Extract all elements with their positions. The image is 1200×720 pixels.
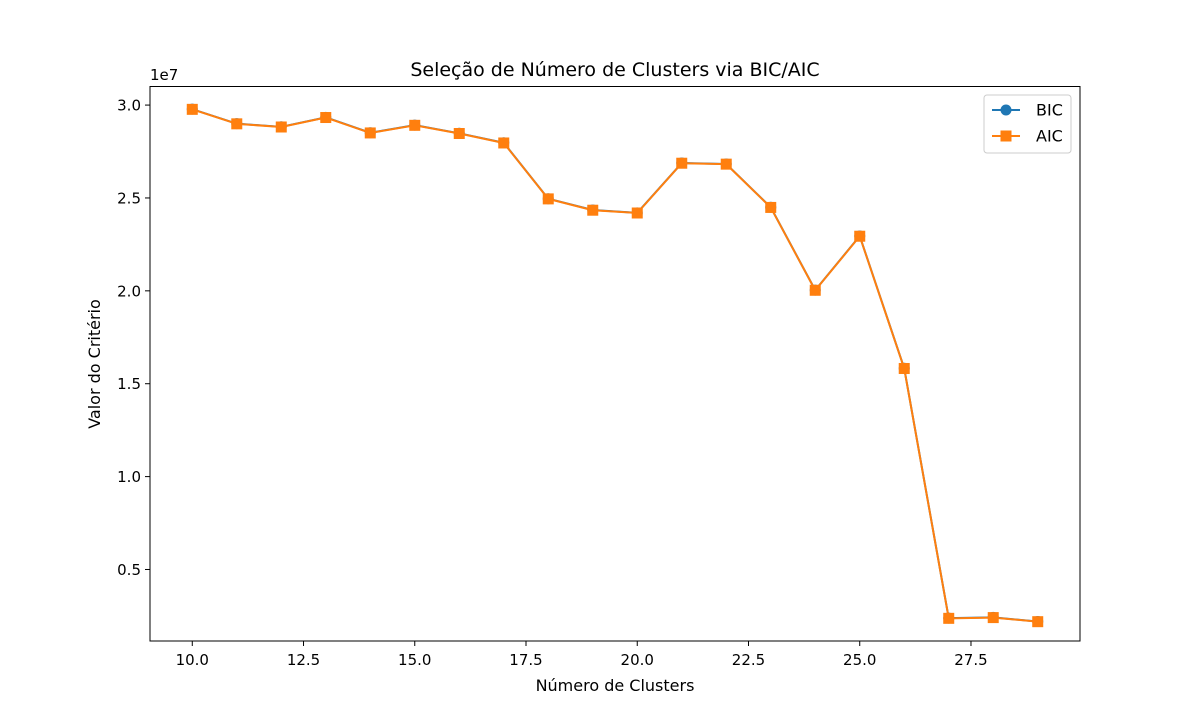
x-tick-label: 10.0 — [176, 651, 209, 669]
x-axis: 10.0 12.5 15.0 17.5 20.0 22.5 25.0 27.5 — [176, 641, 988, 669]
y-axis: 0.5 1.0 1.5 2.0 2.5 3.0 — [117, 97, 150, 579]
x-tick-label: 15.0 — [398, 651, 431, 669]
data-point-aic — [720, 158, 732, 170]
data-point-aic — [453, 127, 465, 139]
series-aic — [186, 103, 1044, 628]
legend-marker-bic — [1000, 104, 1012, 116]
data-point-aic — [587, 204, 599, 216]
data-point-aic — [809, 284, 821, 296]
y-offset-label: 1e7 — [150, 66, 178, 84]
data-point-aic — [498, 137, 510, 149]
series-line-aic — [191, 108, 1039, 623]
data-point-aic — [1032, 616, 1044, 628]
x-tick-label: 20.0 — [621, 651, 654, 669]
x-tick-label: 22.5 — [732, 651, 765, 669]
y-tick-label: 3.0 — [117, 97, 141, 115]
series-layer — [186, 103, 1044, 628]
x-tick-label: 17.5 — [509, 651, 542, 669]
plot-background — [150, 86, 1080, 641]
data-point-aic — [320, 112, 332, 124]
x-tick-label: 27.5 — [954, 651, 987, 669]
data-point-aic — [765, 201, 777, 213]
legend-label-aic: AIC — [1036, 127, 1063, 146]
data-point-aic — [987, 612, 999, 624]
data-point-aic — [943, 612, 955, 624]
y-tick-label: 2.5 — [117, 189, 141, 207]
legend-marker-aic — [1000, 130, 1012, 142]
plot-frame — [149, 86, 1081, 642]
y-tick-label: 2.0 — [117, 282, 141, 300]
data-point-aic — [231, 118, 243, 130]
data-point-aic — [409, 119, 421, 131]
data-point-aic — [542, 193, 554, 205]
legend-label-bic: BIC — [1036, 101, 1063, 120]
x-tick-label: 25.0 — [843, 651, 876, 669]
legend: BIC AIC — [983, 94, 1072, 154]
chart-title: Seleção de Número de Clusters via BIC/AI… — [410, 59, 819, 81]
data-point-aic — [364, 127, 376, 139]
y-tick-label: 0.5 — [117, 561, 141, 579]
x-tick-label: 12.5 — [287, 651, 320, 669]
y-tick-label: 1.5 — [117, 375, 141, 393]
data-point-aic — [854, 230, 866, 242]
y-tick-label: 1.0 — [117, 468, 141, 486]
data-point-aic — [275, 121, 287, 133]
data-point-aic — [186, 103, 198, 115]
data-point-aic — [676, 157, 688, 169]
data-point-aic — [631, 207, 643, 219]
y-axis-label: Valor do Critério — [85, 299, 104, 429]
data-point-aic — [898, 362, 910, 374]
x-axis-label: Número de Clusters — [536, 676, 695, 695]
